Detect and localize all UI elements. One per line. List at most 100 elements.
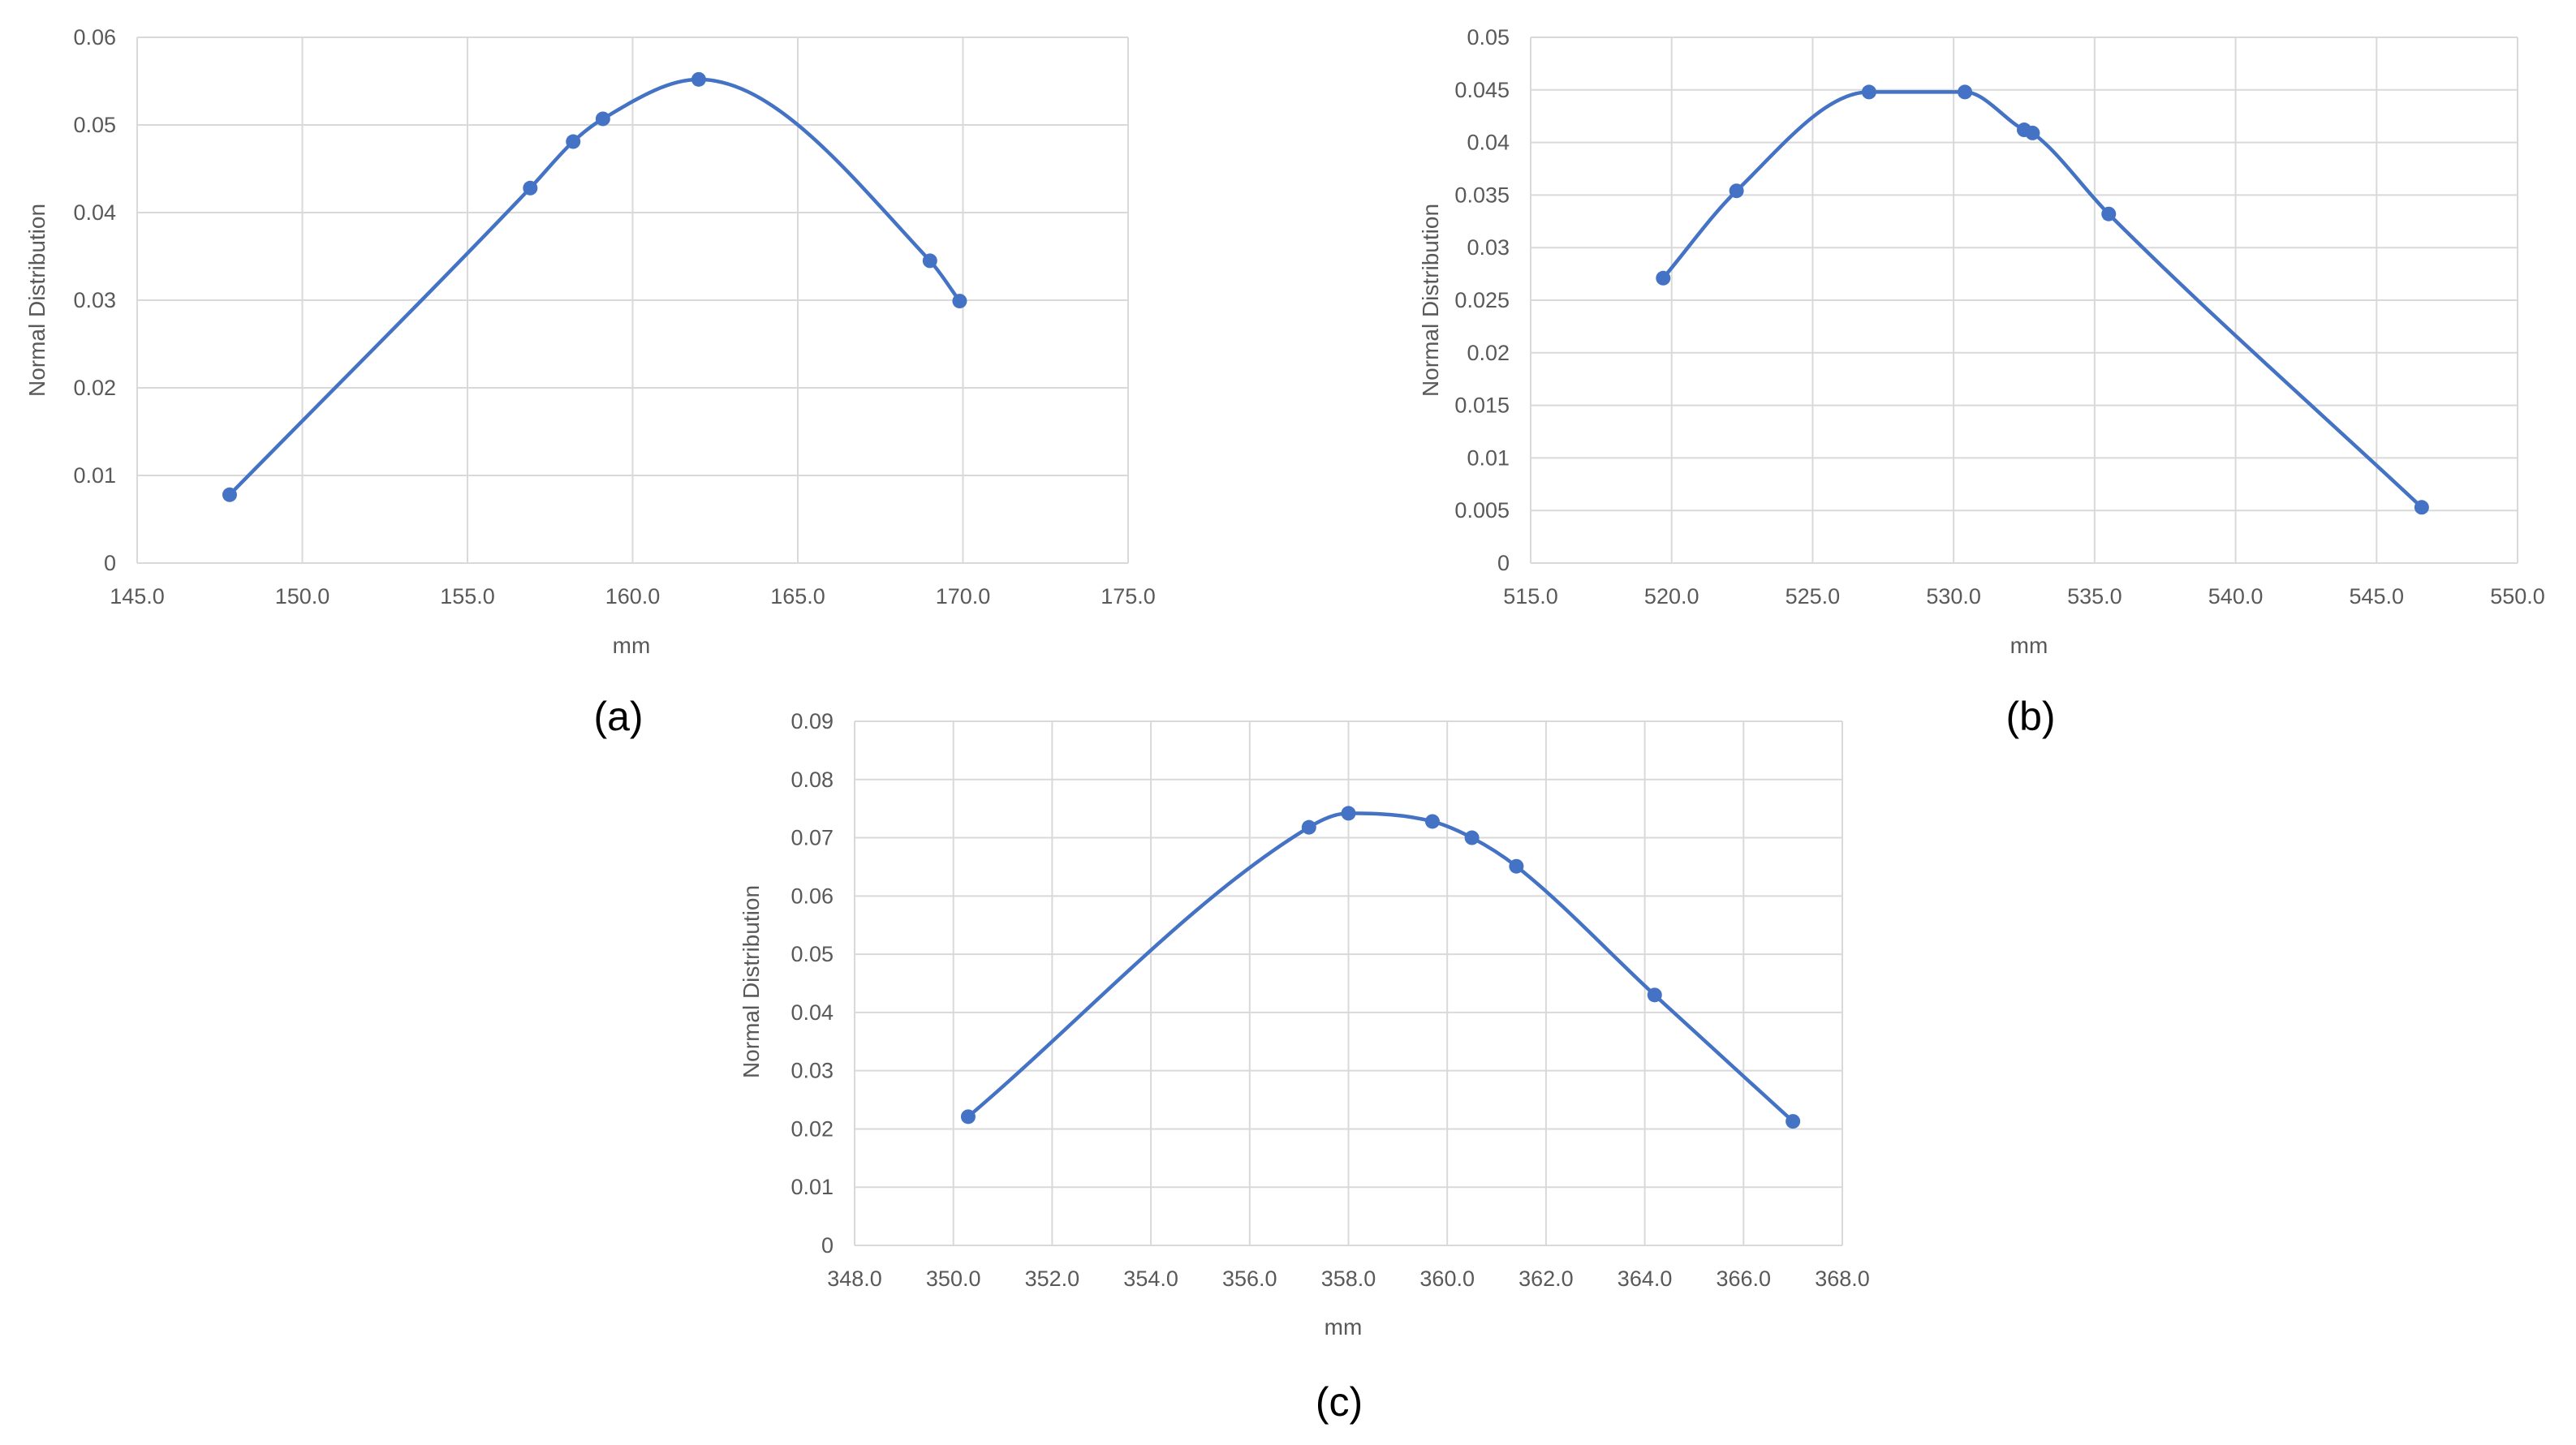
y-tick-label: 0 bbox=[821, 1233, 834, 1258]
x-tick-label: 352.0 bbox=[1025, 1267, 1080, 1291]
x-tick-label: 155.0 bbox=[440, 584, 495, 609]
y-tick-label: 0.02 bbox=[790, 1116, 834, 1141]
y-tick-label: 0.03 bbox=[1467, 235, 1510, 260]
y-tick-label: 0.025 bbox=[1454, 288, 1510, 312]
x-axis-title: mm bbox=[1325, 1314, 1363, 1340]
series-group bbox=[222, 71, 967, 502]
x-tick-label: 348.0 bbox=[827, 1267, 882, 1291]
data-point bbox=[523, 180, 538, 196]
x-tick-label: 145.0 bbox=[110, 584, 165, 609]
x-tick-labels: 348.0 350.0 352.0 354.0 356.0 358.0 360.0 362.0… bbox=[827, 1267, 1870, 1291]
y-tick-label: 0.03 bbox=[790, 1059, 834, 1083]
x-tick-labels: 515.0 520.0 525.0 530.0 535.0 540.0 545.0 550.0 bbox=[1503, 584, 2545, 609]
x-tick-label: 175.0 bbox=[1101, 584, 1156, 609]
data-point bbox=[952, 294, 967, 309]
data-point bbox=[960, 1109, 976, 1125]
chart-panel-a: 0 0.01 0.02 0.03 0.04 0.05 0.06 145.0 150.0 155.… bbox=[24, 25, 1156, 739]
data-point bbox=[1786, 1114, 1801, 1129]
x-tick-label: 150.0 bbox=[275, 584, 330, 609]
y-tick-label: 0 bbox=[1497, 551, 1510, 575]
series-group bbox=[1656, 84, 2429, 515]
y-tick-label: 0.08 bbox=[790, 768, 834, 792]
y-tick-label: 0.01 bbox=[1467, 445, 1510, 470]
data-point bbox=[1647, 987, 1662, 1003]
y-tick-label: 0.01 bbox=[73, 463, 116, 488]
panel-label-b: (b) bbox=[2005, 694, 2055, 739]
data-point bbox=[1341, 806, 1356, 821]
x-tick-label: 350.0 bbox=[926, 1267, 981, 1291]
y-tick-label: 0.09 bbox=[790, 709, 834, 733]
y-tick-label: 0.01 bbox=[790, 1175, 834, 1199]
y-axis-title: Normal Distribution bbox=[24, 204, 50, 397]
y-tick-labels: 0 0.005 0.01 0.015 0.02 0.025 0.03 0.035 0.04 0.0… bbox=[1454, 25, 1510, 575]
x-tick-label: 358.0 bbox=[1321, 1267, 1376, 1291]
y-tick-label: 0 bbox=[104, 551, 116, 575]
x-tick-label: 525.0 bbox=[1786, 584, 1841, 609]
data-point bbox=[1958, 84, 1973, 100]
data-point bbox=[1729, 183, 1744, 199]
y-tick-label: 0.06 bbox=[73, 25, 116, 49]
y-tick-labels: 0 0.01 0.02 0.03 0.04 0.05 0.06 bbox=[73, 25, 116, 575]
data-point bbox=[595, 111, 610, 127]
x-tick-label: 360.0 bbox=[1419, 1267, 1475, 1291]
data-point bbox=[2025, 125, 2040, 140]
y-tick-label: 0.035 bbox=[1454, 183, 1510, 207]
data-point bbox=[566, 134, 581, 149]
x-tick-label: 545.0 bbox=[2349, 584, 2404, 609]
x-tick-labels: 145.0 150.0 155.0 160.0 165.0 170.0 175.0 bbox=[110, 584, 1156, 609]
y-tick-label: 0.07 bbox=[790, 826, 834, 850]
y-tick-label: 0.04 bbox=[73, 200, 116, 225]
y-tick-label: 0.04 bbox=[790, 1000, 834, 1025]
x-tick-label: 354.0 bbox=[1123, 1267, 1178, 1291]
x-tick-label: 356.0 bbox=[1222, 1267, 1277, 1291]
y-tick-label: 0.06 bbox=[790, 884, 834, 908]
y-tick-label: 0.04 bbox=[1467, 131, 1510, 155]
y-tick-label: 0.05 bbox=[790, 942, 834, 966]
panel-label-c: (c) bbox=[1316, 1379, 1363, 1425]
data-point bbox=[222, 487, 237, 502]
data-point bbox=[922, 253, 937, 269]
data-point bbox=[1509, 858, 1524, 874]
y-axis-title: Normal Distribution bbox=[739, 885, 764, 1078]
y-axis-title: Normal Distribution bbox=[1418, 204, 1443, 397]
x-axis-title: mm bbox=[2010, 633, 2048, 658]
chart-panel-b: 0 0.005 0.01 0.015 0.02 0.025 0.03 0.035 0.04 0.0… bbox=[1418, 25, 2545, 739]
y-tick-label: 0.02 bbox=[73, 376, 116, 400]
y-tick-labels: 0 0.01 0.02 0.03 0.04 0.05 0.06 0.07 0.08 0.09 bbox=[790, 709, 834, 1258]
x-tick-label: 550.0 bbox=[2490, 584, 2545, 609]
x-tick-label: 540.0 bbox=[2208, 584, 2264, 609]
data-point bbox=[1656, 270, 1671, 286]
y-tick-label: 0.015 bbox=[1454, 394, 1510, 418]
x-tick-label: 362.0 bbox=[1518, 1267, 1574, 1291]
x-tick-label: 165.0 bbox=[770, 584, 825, 609]
data-point bbox=[1301, 819, 1316, 835]
y-tick-label: 0.03 bbox=[73, 288, 116, 312]
data-point bbox=[2414, 500, 2429, 515]
x-tick-label: 535.0 bbox=[2067, 584, 2122, 609]
series-group bbox=[960, 806, 1801, 1129]
data-point bbox=[691, 71, 706, 87]
x-tick-label: 368.0 bbox=[1815, 1267, 1870, 1291]
data-point bbox=[1424, 814, 1440, 829]
data-point bbox=[1464, 830, 1480, 845]
chart-panel-c: 0 0.01 0.02 0.03 0.04 0.05 0.06 0.07 0.08 0.09 34… bbox=[739, 709, 1870, 1425]
y-tick-label: 0.02 bbox=[1467, 341, 1510, 365]
data-point bbox=[1861, 84, 1876, 100]
gridlines bbox=[1530, 37, 2518, 564]
y-tick-label: 0.05 bbox=[1467, 25, 1510, 49]
x-tick-label: 530.0 bbox=[1926, 584, 1981, 609]
y-tick-label: 0.05 bbox=[73, 113, 116, 137]
x-tick-label: 160.0 bbox=[605, 584, 661, 609]
x-tick-label: 515.0 bbox=[1503, 584, 1558, 609]
data-point bbox=[2101, 206, 2117, 221]
y-tick-label: 0.045 bbox=[1454, 78, 1510, 102]
x-tick-label: 366.0 bbox=[1717, 1267, 1772, 1291]
x-tick-label: 170.0 bbox=[936, 584, 991, 609]
x-axis-title: mm bbox=[613, 633, 651, 658]
panel-label-a: (a) bbox=[593, 694, 643, 739]
series-line bbox=[1661, 90, 2424, 510]
x-tick-label: 520.0 bbox=[1644, 584, 1699, 609]
x-tick-label: 364.0 bbox=[1618, 1267, 1673, 1291]
